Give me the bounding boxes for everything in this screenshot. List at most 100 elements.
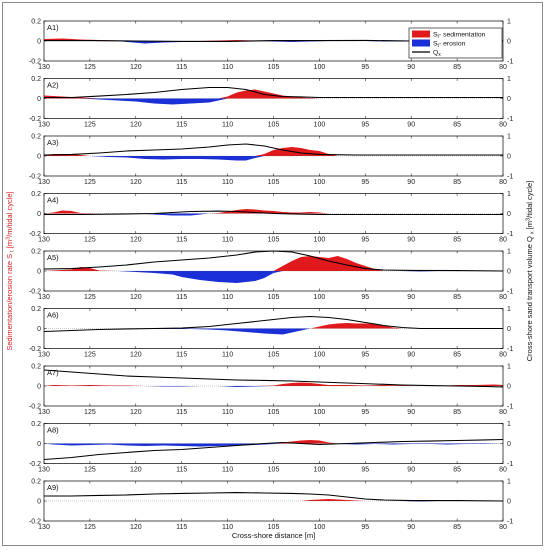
erosion-area xyxy=(44,213,503,216)
x-tick-label: 100 xyxy=(314,122,326,129)
legend-swatch-sedimentation xyxy=(412,30,430,38)
left-y-tick-label: -0.2 xyxy=(29,461,41,468)
x-tick-label: 110 xyxy=(222,294,233,301)
x-tick-label: 125 xyxy=(84,64,96,71)
legend-label: St- erosion xyxy=(433,40,466,49)
left-y-tick-label: 0.2 xyxy=(31,191,41,198)
right-y-tick-label: -1 xyxy=(507,404,513,411)
x-tick-label: 115 xyxy=(176,524,187,531)
x-tick-label: 105 xyxy=(268,467,280,474)
x-tick-label: 125 xyxy=(84,524,96,531)
x-tick-label: 115 xyxy=(176,122,187,129)
x-tick-label: 85 xyxy=(453,294,461,301)
x-tick-label: 115 xyxy=(176,409,187,416)
x-tick-label: 85 xyxy=(453,64,461,71)
x-tick-label: 120 xyxy=(130,179,142,186)
panel-label: A5) xyxy=(47,253,59,262)
legend-label: St- sedimentation xyxy=(433,31,486,40)
left-y-tick-label: -0.2 xyxy=(29,174,41,181)
panel-label: A9) xyxy=(47,483,59,492)
x-tick-label: 115 xyxy=(176,179,187,186)
x-tick-label: 115 xyxy=(176,237,187,244)
x-tick-label: 90 xyxy=(407,467,415,474)
x-tick-label: 90 xyxy=(407,237,415,244)
x-tick-label: 120 xyxy=(130,64,142,71)
x-tick-label: 105 xyxy=(268,122,280,129)
left-y-tick-label: -0.2 xyxy=(29,289,41,296)
transport-line xyxy=(43,438,504,461)
left-y-tick-label: 0.2 xyxy=(31,134,41,141)
x-tick-label: 110 xyxy=(222,467,233,474)
right-y-tick-label: 0 xyxy=(507,326,511,333)
x-tick-label: 120 xyxy=(130,237,142,244)
x-tick-label: 80 xyxy=(499,122,507,129)
legend-label: Qx xyxy=(433,49,441,58)
erosion-area xyxy=(44,501,503,502)
sedimentation-area xyxy=(44,382,503,386)
x-tick-label: 100 xyxy=(314,237,326,244)
right-y-tick-label: 0 xyxy=(507,499,511,506)
left-y-tick-label: 0.2 xyxy=(31,249,41,256)
x-tick-label: 90 xyxy=(407,524,415,531)
sedimentation-area xyxy=(44,323,503,329)
right-y-tick-label: 0 xyxy=(507,211,511,218)
x-tick-label: 80 xyxy=(499,467,507,474)
panel-label: A1) xyxy=(47,23,59,32)
x-tick-label: 95 xyxy=(361,409,369,416)
x-tick-label: 100 xyxy=(314,524,326,531)
erosion-area xyxy=(44,98,503,105)
x-tick-label: 90 xyxy=(407,294,415,301)
left-y-tick-label: 0 xyxy=(37,269,41,276)
panel-label: A2) xyxy=(47,81,59,90)
x-tick-label: 125 xyxy=(84,122,96,129)
x-tick-label: 125 xyxy=(84,237,96,244)
x-tick-label: 125 xyxy=(84,467,96,474)
x-tick-label: 95 xyxy=(361,179,369,186)
right-y-tick-label: 0 xyxy=(507,39,511,46)
transport-line xyxy=(44,86,503,99)
left-y-tick-label: -0.2 xyxy=(29,231,41,238)
left-y-tick-label: -0.2 xyxy=(29,116,41,123)
right-y-tick-label: 0 xyxy=(507,269,511,276)
panel-label: A3) xyxy=(47,138,59,147)
left-y-tick-label: 0 xyxy=(37,96,41,103)
sedimentation-area xyxy=(44,256,503,271)
x-tick-label: 115 xyxy=(176,64,187,71)
right-y-tick-label: 1 xyxy=(507,249,511,256)
x-axis-title: Cross-shore distance [m] xyxy=(232,531,315,540)
x-tick-label: 130 xyxy=(38,294,50,301)
x-tick-label: 130 xyxy=(38,122,50,129)
right-y-tick-label: -1 xyxy=(507,231,513,238)
x-tick-label: 80 xyxy=(499,524,507,531)
transport-line xyxy=(43,369,504,388)
right-y-tick-label: -1 xyxy=(507,346,513,353)
x-tick-label: 105 xyxy=(268,352,280,359)
x-tick-label: 80 xyxy=(499,237,507,244)
x-tick-label: 105 xyxy=(268,237,280,244)
x-tick-label: 110 xyxy=(222,237,233,244)
x-tick-label: 80 xyxy=(499,64,507,71)
right-y-tick-label: -1 xyxy=(507,116,513,123)
transport-line xyxy=(43,315,503,333)
x-tick-label: 85 xyxy=(453,179,461,186)
x-tick-label: 130 xyxy=(38,409,50,416)
x-tick-label: 130 xyxy=(38,179,50,186)
left-y-tick-label: 0 xyxy=(37,499,41,506)
right-y-tick-label: -1 xyxy=(507,59,513,66)
legend-swatch-erosion xyxy=(412,39,430,47)
sedimentation-area xyxy=(44,147,503,156)
erosion-area xyxy=(44,386,503,387)
left-y-tick-label: -0.2 xyxy=(29,59,41,66)
x-tick-label: 85 xyxy=(453,352,461,359)
x-tick-label: 110 xyxy=(222,409,233,416)
left-y-tick-label: 0 xyxy=(37,211,41,218)
x-tick-label: 105 xyxy=(268,294,280,301)
x-tick-label: 130 xyxy=(38,237,50,244)
x-tick-label: 120 xyxy=(130,352,142,359)
x-tick-label: 130 xyxy=(38,524,50,531)
left-y-tick-label: 0 xyxy=(37,154,41,161)
x-tick-label: 90 xyxy=(407,64,415,71)
right-y-tick-label: 0 xyxy=(507,96,511,103)
x-tick-label: 80 xyxy=(499,294,507,301)
